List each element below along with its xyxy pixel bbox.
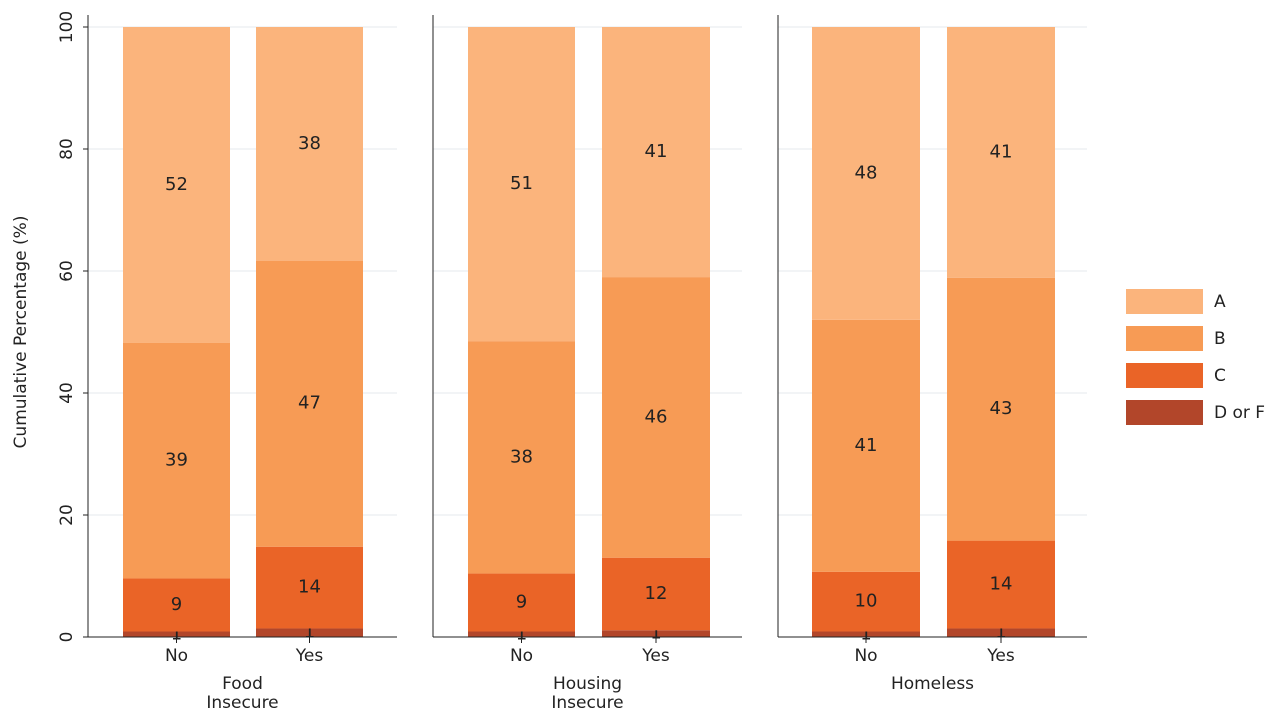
data-label: 1: [650, 623, 661, 644]
data-label: 12: [645, 583, 668, 604]
panel-label: Housing: [553, 674, 622, 694]
data-label: 10: [855, 591, 878, 612]
legend-label: C: [1214, 366, 1226, 386]
data-label: 1: [516, 623, 527, 644]
data-label: 9: [516, 592, 527, 613]
y-tick-label: 40: [57, 382, 77, 404]
bar-segment: [812, 631, 920, 637]
y-tick-label: 100: [57, 11, 77, 43]
bar-segment: [468, 631, 575, 637]
bar-segment: [123, 342, 230, 579]
bar-segment: [468, 341, 575, 574]
legend-label: D or F: [1214, 403, 1265, 423]
data-label: 1: [860, 623, 871, 644]
data-label: 43: [990, 398, 1013, 419]
y-tick-label: 80: [57, 138, 77, 160]
bar-segment: [123, 578, 230, 632]
data-label: 38: [298, 133, 321, 154]
data-label: 38: [510, 446, 533, 467]
data-label: 1: [304, 622, 315, 643]
bar-segment: [468, 573, 575, 632]
legend-swatch: [1126, 326, 1203, 351]
y-tick-label: 60: [57, 260, 77, 282]
bar-segment: [947, 27, 1055, 278]
data-label: 48: [855, 162, 878, 183]
panel-label: Insecure: [551, 693, 623, 713]
bar-segment: [602, 277, 710, 558]
bar-segment: [812, 319, 920, 572]
bar-segment: [947, 628, 1055, 637]
bar-segment: [947, 540, 1055, 629]
x-tick-label: Yes: [641, 646, 670, 666]
x-tick-label: Yes: [986, 646, 1015, 666]
legend-label: B: [1214, 329, 1226, 349]
bar-segment: [123, 631, 230, 637]
panel-label: Insecure: [206, 693, 278, 713]
bar-segment: [256, 27, 363, 261]
bar-segment: [123, 27, 230, 343]
data-label: 51: [510, 173, 533, 194]
data-label: 41: [645, 141, 668, 162]
bar-segment: [947, 277, 1055, 541]
bar-segment: [256, 628, 363, 637]
gridlines: [88, 26, 1087, 516]
legend-swatch: [1126, 363, 1203, 388]
bar-segment: [602, 27, 710, 278]
legend-swatch: [1126, 289, 1203, 314]
data-label: 14: [990, 574, 1013, 595]
data-label: 52: [165, 174, 188, 195]
x-tick-label: No: [165, 646, 188, 666]
data-label: 14: [298, 577, 321, 598]
data-label: 1: [995, 622, 1006, 643]
bar-segment: [812, 571, 920, 632]
data-label: 41: [990, 141, 1013, 162]
bar-segment: [256, 546, 363, 629]
bar-segment: [812, 27, 920, 320]
y-tick-label: 20: [57, 504, 77, 526]
bar-segment: [602, 630, 710, 637]
data-label: 41: [855, 435, 878, 456]
data-label: 46: [645, 406, 668, 427]
x-tick-label: No: [510, 646, 533, 666]
data-label: 39: [165, 450, 188, 471]
panel-label: Homeless: [891, 674, 974, 694]
legend: ABC D or F: [1126, 289, 1265, 425]
bar-segment: [256, 260, 363, 547]
legend-swatch: [1126, 400, 1203, 425]
y-tick-label: 0: [57, 632, 77, 643]
data-label: 9: [171, 594, 182, 615]
bar-segment: [468, 27, 575, 342]
x-tick-label: Yes: [295, 646, 324, 666]
data-label: 1: [171, 623, 182, 644]
bars: 1 9 39 52 1 14 47 38 1 9 38 51 1 12 46 41 1 10 41 48 1 14 43 41: [123, 27, 1055, 644]
bar-segment: [602, 557, 710, 631]
legend-label: A: [1214, 292, 1226, 312]
panel-label: Food: [222, 674, 263, 694]
x-tick-label: No: [854, 646, 877, 666]
data-label: 47: [298, 393, 321, 414]
y-axis-label: Cumulative Percentage (%): [11, 216, 31, 449]
